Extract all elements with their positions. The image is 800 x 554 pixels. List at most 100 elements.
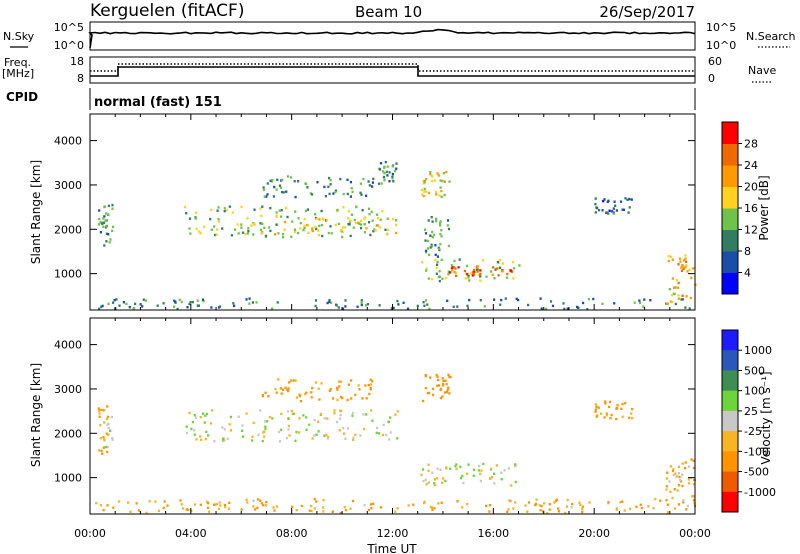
power-echo-cell xyxy=(107,204,110,208)
velocity-echo-cell xyxy=(407,504,410,507)
power-echo-cell xyxy=(284,220,287,224)
velocity-echo-cell xyxy=(193,503,197,506)
velocity-echo-cell xyxy=(106,445,109,449)
power-echo-cell xyxy=(354,221,357,225)
velocity-echo-cell xyxy=(266,420,269,423)
velocity-echo-cell xyxy=(304,393,307,396)
velocity-echo-cell xyxy=(346,427,350,430)
power-echo-cell xyxy=(339,177,342,181)
power-echo-cell xyxy=(112,301,115,304)
velocity-echo-cell xyxy=(673,507,677,510)
power-echo-cell xyxy=(431,220,434,223)
power-echo-cell xyxy=(234,228,237,231)
power-echo-cell xyxy=(188,217,192,220)
power-colorbar-label: Power [dB] xyxy=(757,175,771,240)
velocity-echo-cell xyxy=(104,445,107,449)
power-echo-cell xyxy=(98,217,101,221)
power-echo-cell xyxy=(434,253,437,256)
power-echo-cell xyxy=(563,307,566,311)
power-echo-cell xyxy=(448,180,451,183)
power-echo-cell xyxy=(440,189,443,193)
power-echo-cell xyxy=(515,297,518,300)
velocity-echo-cell xyxy=(282,388,285,391)
velocity-echo-cell xyxy=(668,480,671,483)
velocity-echo-cell xyxy=(666,471,669,474)
power-echo-cell xyxy=(237,232,240,235)
velocity-echo-cell xyxy=(343,505,346,509)
velocity-echo-cell xyxy=(659,499,662,502)
velocity-echo-cell xyxy=(185,425,188,428)
power-echo-cell xyxy=(677,263,680,266)
power-echo-cell xyxy=(314,304,317,308)
power-echo-cell xyxy=(676,278,679,282)
power-echo-cell xyxy=(382,175,386,179)
velocity-echo-cell xyxy=(490,476,494,479)
velocity-echo-cell xyxy=(444,379,447,382)
power-echo-cell xyxy=(463,269,466,273)
velocity-echo-cell xyxy=(287,387,290,390)
power-echo-cell xyxy=(246,232,249,235)
power-echo-cell xyxy=(493,298,496,301)
velocity-echo-cell xyxy=(310,509,313,513)
power-echo-cell xyxy=(365,227,368,230)
velocity-echo-cell xyxy=(426,391,429,395)
velocity-echo-cell xyxy=(261,393,264,397)
power-echo-cell xyxy=(680,298,683,301)
velocity-echo-cell xyxy=(194,416,198,419)
velocity-echo-cell xyxy=(320,382,323,385)
velocity-echo-cell xyxy=(103,438,106,441)
velocity-echo-cell xyxy=(675,475,678,479)
power-echo-cell xyxy=(99,221,102,224)
velocity-echo-cell xyxy=(394,510,397,513)
power-colorbar-swatch xyxy=(722,143,738,166)
sky-right-tick-bottom: 10^0 xyxy=(706,39,736,52)
power-echo-cell xyxy=(328,299,331,302)
velocity-echo-cell xyxy=(261,439,264,443)
power-echo-cell xyxy=(118,304,121,307)
power-echo-cell xyxy=(671,300,674,304)
power-echo-cell xyxy=(383,166,386,170)
power-echo-cell xyxy=(614,204,617,207)
power-echo-cell xyxy=(667,254,670,258)
velocity-echo-cell xyxy=(351,414,354,417)
velocity-echo-cell xyxy=(288,381,291,384)
power-echo-cell xyxy=(125,302,128,306)
velocity-echo-cell xyxy=(275,391,278,394)
power-echo-cell xyxy=(437,275,440,279)
velocity-echo-cell xyxy=(371,419,374,422)
velocity-echo-cell xyxy=(218,501,221,504)
power-echo-cell xyxy=(369,233,372,237)
velocity-echo-cell xyxy=(305,416,308,419)
velocity-echo-cell xyxy=(466,502,469,506)
power-echo-cell xyxy=(264,235,267,238)
n-sky-label: N.Sky xyxy=(3,30,35,43)
velocity-echo-cell xyxy=(477,469,480,472)
velocity-echo-cell xyxy=(488,510,491,513)
velocity-echo-cell xyxy=(298,417,301,420)
velocity-echo-cell xyxy=(328,389,331,392)
velocity-echo-cell xyxy=(682,501,685,504)
freq-left-tick-bottom: 8 xyxy=(77,72,84,85)
velocity-echo-cell xyxy=(317,387,320,390)
velocity-echo-cell xyxy=(222,438,225,441)
power-echo-cell xyxy=(427,219,430,222)
velocity-echo-cell xyxy=(369,383,372,386)
power-echo-cell xyxy=(684,260,688,263)
velocity-echo-cell xyxy=(357,384,360,387)
velocity-echo-cell xyxy=(460,476,463,480)
power-echo-cell xyxy=(304,182,307,185)
velocity-echo-cell xyxy=(692,482,695,486)
velocity-echo-cell xyxy=(581,505,584,508)
velocity-echo-cell xyxy=(369,378,372,381)
power-echo-cell xyxy=(294,210,297,213)
power-echo-cell xyxy=(674,286,677,289)
velocity-colorbar-swatch xyxy=(722,471,738,493)
velocity-echo-cell xyxy=(512,507,515,510)
power-echo-cell xyxy=(221,227,224,230)
power-echo-cell xyxy=(291,220,294,223)
power-echo-cell xyxy=(624,197,627,200)
power-echo-cell xyxy=(441,179,444,183)
velocity-echo-cell xyxy=(669,490,672,493)
velocity-echo-cell xyxy=(422,399,425,403)
power-echo-cell xyxy=(406,307,410,310)
